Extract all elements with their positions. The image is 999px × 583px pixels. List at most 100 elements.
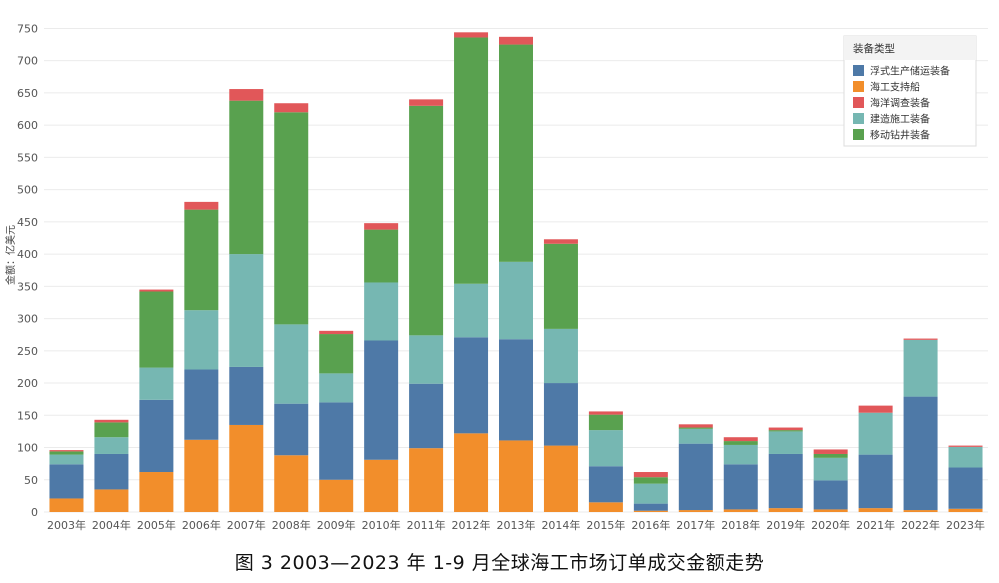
y-tick-label: 50 bbox=[24, 474, 38, 487]
bar-segment-construction bbox=[768, 431, 803, 454]
bar-segment-support bbox=[184, 439, 219, 512]
bar-segment-construction bbox=[678, 428, 713, 444]
bar-segment-floating bbox=[274, 403, 309, 456]
y-tick-label: 450 bbox=[17, 216, 38, 229]
bar-segment-drilling bbox=[184, 209, 219, 311]
bar-segment-survey bbox=[948, 445, 983, 447]
y-tick-label: 550 bbox=[17, 151, 38, 164]
bar-segment-construction bbox=[274, 324, 309, 404]
bar-segment-support bbox=[454, 433, 489, 512]
bar-segment-floating bbox=[903, 396, 938, 511]
bar-stack bbox=[499, 36, 533, 512]
y-axis-label: 金额：亿美元 bbox=[4, 225, 17, 285]
bar-segment-drilling bbox=[319, 334, 354, 374]
bar-segment-floating bbox=[364, 340, 399, 460]
bar-segment-floating bbox=[184, 369, 219, 440]
bar-segment-construction bbox=[454, 283, 489, 338]
bar-segment-drilling bbox=[49, 451, 84, 455]
y-tick-label: 700 bbox=[17, 55, 38, 68]
bar-segment-drilling bbox=[454, 37, 489, 284]
bar-segment-survey bbox=[229, 89, 264, 101]
bar-segment-survey bbox=[813, 449, 848, 454]
bar-segment-floating bbox=[858, 454, 893, 509]
bar-segment-survey bbox=[723, 437, 758, 442]
bar-segment-construction bbox=[364, 282, 399, 341]
bar-segment-survey bbox=[49, 450, 84, 452]
bar-segment-drilling bbox=[499, 44, 533, 262]
x-tick-label: 2022年 bbox=[901, 518, 940, 532]
bar-stack bbox=[543, 239, 578, 512]
x-tick-label: 2016年 bbox=[631, 518, 670, 532]
bar-segment-support bbox=[409, 448, 444, 512]
bar-segment-survey bbox=[94, 419, 129, 423]
bar-stack bbox=[229, 89, 264, 512]
x-tick-label: 2008年 bbox=[272, 518, 311, 532]
bar-segment-drilling bbox=[678, 427, 713, 429]
x-tick-label: 2009年 bbox=[317, 518, 356, 532]
bar-segment-construction bbox=[858, 412, 893, 455]
legend-swatch-support bbox=[853, 81, 864, 92]
y-tick-label: 750 bbox=[17, 22, 38, 35]
bar-segment-support bbox=[364, 459, 399, 512]
x-axis-ticks: 2003年 2004年 2005年 2006年 2007年 2008年 2009年 2010年… bbox=[47, 518, 985, 532]
x-tick-label: 2013年 bbox=[497, 518, 536, 532]
x-tick-label: 2014年 bbox=[541, 518, 580, 532]
legend-header bbox=[844, 36, 976, 60]
legend-swatch-survey bbox=[853, 97, 864, 108]
bar-stack bbox=[813, 449, 848, 512]
bar-stack bbox=[274, 103, 309, 512]
bar-segment-support bbox=[858, 508, 893, 512]
y-tick-label: 250 bbox=[17, 345, 38, 358]
y-tick-label: 300 bbox=[17, 313, 38, 326]
bar-segment-floating bbox=[633, 503, 668, 511]
x-tick-label: 2020年 bbox=[811, 518, 850, 532]
bar-segment-drilling bbox=[229, 100, 264, 255]
bar-stack bbox=[319, 330, 354, 512]
bar-segment-floating bbox=[454, 337, 489, 434]
bar-segment-support bbox=[768, 508, 803, 512]
bar-segment-survey bbox=[274, 103, 309, 113]
x-tick-label: 2003年 bbox=[47, 518, 86, 532]
bar-segment-floating bbox=[94, 453, 129, 490]
bar-stack bbox=[94, 419, 129, 512]
x-tick-label: 2019年 bbox=[766, 518, 805, 532]
bar-segment-support bbox=[903, 510, 938, 512]
bar-segment-floating bbox=[319, 402, 354, 480]
bar-stack bbox=[858, 405, 893, 512]
x-tick-label: 2012年 bbox=[452, 518, 491, 532]
figure-caption: 图 3 2003—2023 年 1-9 月全球海工市场订单成交金额走势 bbox=[234, 552, 765, 574]
bar-segment-floating bbox=[768, 453, 803, 509]
y-tick-label: 400 bbox=[17, 248, 38, 261]
bar-segment-drilling bbox=[633, 477, 668, 484]
bar-segment-construction bbox=[543, 328, 578, 384]
legend-entry: 建造施工装备 bbox=[870, 113, 930, 126]
bar-segment-support bbox=[723, 509, 758, 512]
legend-entry: 海洋调查装备 bbox=[870, 97, 930, 110]
x-tick-label: 2017年 bbox=[676, 518, 715, 532]
y-tick-label: 150 bbox=[17, 409, 38, 422]
bar-stack bbox=[409, 99, 444, 512]
x-tick-label: 2010年 bbox=[362, 518, 401, 532]
x-tick-label: 2023年 bbox=[946, 518, 985, 532]
legend-entry: 移动钻井装备 bbox=[870, 129, 930, 142]
bar-stack bbox=[49, 450, 84, 512]
bar-segment-survey bbox=[588, 411, 623, 415]
bar-segment-support bbox=[948, 508, 983, 512]
bar-segment-construction bbox=[723, 444, 758, 465]
bar-segment-construction bbox=[499, 261, 533, 340]
bar-segment-support bbox=[633, 510, 668, 512]
bar-segment-support bbox=[813, 509, 848, 512]
bar-stack bbox=[588, 411, 623, 512]
bar-stack bbox=[903, 338, 938, 512]
bar-segment-floating bbox=[409, 383, 444, 449]
bar-segment-support bbox=[94, 489, 129, 512]
bar-segment-drilling bbox=[409, 105, 444, 336]
bar-segment-survey bbox=[319, 330, 354, 335]
x-tick-label: 2011年 bbox=[407, 518, 446, 532]
bar-segment-floating bbox=[543, 383, 578, 446]
y-axis-ticks: 0 50 100 150 200 250 300 350 400 450 500 550 600 650 7… bbox=[17, 22, 38, 519]
bar-segment-survey bbox=[139, 289, 174, 292]
legend-swatch-construction bbox=[853, 113, 864, 124]
bar-segment-construction bbox=[588, 430, 623, 467]
